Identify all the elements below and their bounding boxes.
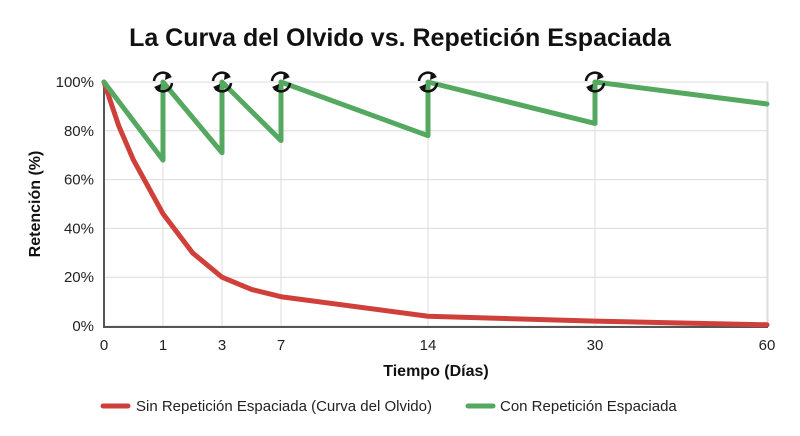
y-tick-label: 20% — [64, 269, 94, 286]
x-tick-label: 3 — [218, 337, 226, 354]
review-markers — [152, 71, 606, 93]
refresh-arrow-bottom — [154, 84, 161, 92]
refresh-arrow-top — [430, 72, 437, 80]
refresh-icon — [584, 71, 606, 93]
refresh-arrow-bottom — [419, 84, 426, 92]
refresh-icon — [152, 71, 174, 93]
y-tick-label: 60% — [64, 172, 94, 189]
y-tick-label: 40% — [64, 220, 94, 237]
legend-label-sin-repeticion: Sin Repetición Espaciada (Curva del Olvi… — [136, 398, 432, 415]
legend-label-con-repeticion: Con Repetición Espaciada — [500, 398, 677, 415]
series-lines — [101, 79, 770, 328]
refresh-arrow-bottom — [213, 84, 220, 92]
y-tick-label: 100% — [56, 74, 94, 91]
y-tick-label: 80% — [64, 123, 94, 140]
refresh-arrow-bottom — [272, 84, 279, 92]
grid — [103, 81, 769, 327]
refresh-icon — [270, 71, 292, 93]
x-tick-label: 60 — [759, 337, 776, 354]
x-tick-label: 1 — [159, 337, 167, 354]
refresh-icon — [211, 71, 233, 93]
x-tick-label: 0 — [100, 337, 108, 354]
x-tick-label: 30 — [587, 337, 604, 354]
chart-title: La Curva del Olvido vs. Repetición Espac… — [129, 24, 672, 52]
x-tick-label: 7 — [277, 337, 285, 354]
series-line-sin-repeticion — [101, 79, 770, 328]
y-tick-label: 0% — [72, 318, 94, 335]
refresh-icon — [417, 71, 439, 93]
series-line-con-repeticion — [101, 79, 770, 163]
refresh-arrow-top — [597, 72, 604, 80]
refresh-arrow-top — [224, 72, 231, 80]
x-axis-label: Tiempo (Días) — [383, 363, 489, 380]
axes: 0% 20% 40% 60% 80% 100% 0 1 3 7 14 30 60 — [56, 74, 776, 354]
x-tick-label: 14 — [420, 337, 437, 354]
refresh-arrow-top — [283, 72, 290, 80]
y-axis-label: Retención (%) — [27, 151, 44, 258]
legend: Sin Repetición Espaciada (Curva del Olvi… — [100, 398, 677, 415]
refresh-arrow-top — [165, 72, 172, 80]
refresh-arrow-bottom — [586, 84, 593, 92]
